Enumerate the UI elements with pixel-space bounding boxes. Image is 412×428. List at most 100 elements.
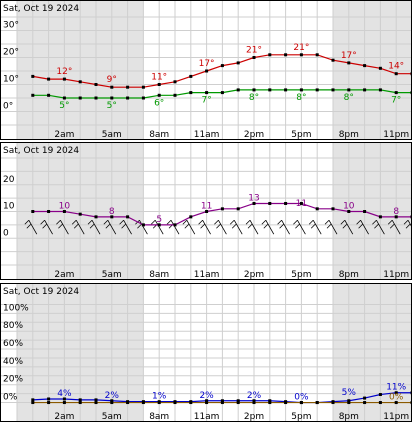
x-tick-label: 5am (102, 270, 122, 280)
data-point (158, 401, 161, 404)
data-point (95, 83, 98, 86)
y-tick-label: 20° (3, 48, 19, 58)
data-point (221, 64, 224, 67)
data-label: 8 (393, 207, 399, 217)
data-label: 2% (199, 391, 214, 401)
data-point (379, 215, 382, 218)
data-point (63, 78, 66, 81)
y-tick-label: 30° (3, 21, 19, 31)
data-point (268, 88, 271, 91)
data-point (237, 207, 240, 210)
data-point (363, 401, 366, 404)
data-label: 21° (246, 46, 262, 56)
data-point (316, 88, 319, 91)
data-point (31, 401, 34, 404)
y-tick-label: 10 (3, 202, 15, 212)
data-label: 4% (57, 389, 72, 399)
data-point (284, 88, 287, 91)
data-label: 11% (386, 383, 406, 393)
data-point (95, 401, 98, 404)
data-label: 21° (293, 43, 309, 53)
data-point (363, 397, 366, 400)
x-tick-label: 5pm (291, 130, 311, 140)
x-tick-label: 2pm (244, 270, 264, 280)
data-point (237, 61, 240, 64)
data-label: 0% (389, 393, 404, 403)
data-label: 7° (391, 96, 401, 106)
x-tick-label: 8pm (339, 130, 359, 140)
data-label: 6° (154, 98, 164, 108)
data-point (316, 53, 319, 56)
data-point (189, 91, 192, 94)
data-point (63, 401, 66, 404)
data-point (347, 401, 350, 404)
x-tick-label: 5am (102, 412, 122, 422)
data-point (95, 215, 98, 218)
data-point (253, 56, 256, 59)
data-point (95, 97, 98, 100)
data-point (63, 97, 66, 100)
x-tick-label: 2pm (244, 130, 264, 140)
data-point (332, 88, 335, 91)
data-point (47, 78, 50, 81)
data-point (79, 398, 82, 401)
data-point (205, 401, 208, 404)
x-tick-label: 8pm (339, 412, 359, 422)
data-point (395, 72, 398, 75)
data-point (158, 83, 161, 86)
data-point (379, 88, 382, 91)
data-point (347, 88, 350, 91)
data-point (126, 86, 129, 89)
data-point (221, 207, 224, 210)
y-tick-label: 60% (3, 339, 23, 349)
data-label: 1% (152, 392, 167, 402)
data-point (110, 86, 113, 89)
x-tick-label: 5am (102, 130, 122, 140)
data-label: 14° (388, 62, 404, 72)
x-tick-label: 2pm (244, 412, 264, 422)
data-point (316, 207, 319, 210)
x-tick-label: 2am (54, 130, 74, 140)
date-label: Sat, Oct 19 2024 (3, 146, 79, 156)
x-tick-label: 2am (54, 270, 74, 280)
data-point (379, 67, 382, 70)
data-point (363, 88, 366, 91)
x-tick-label: 8am (149, 412, 169, 422)
data-point (253, 401, 256, 404)
x-tick-label: 11pm (383, 270, 409, 280)
data-label: 17° (341, 51, 357, 61)
data-point (253, 88, 256, 91)
data-point (47, 210, 50, 213)
y-tick-label: 0 (3, 228, 9, 238)
x-tick-label: 11pm (383, 412, 409, 422)
data-label: 10 (59, 202, 71, 212)
y-tick-label: 0° (3, 102, 13, 112)
data-point (31, 398, 34, 401)
data-point (174, 80, 177, 83)
data-point (332, 59, 335, 62)
data-point (142, 86, 145, 89)
data-point (363, 64, 366, 67)
data-point (47, 397, 50, 400)
data-point (284, 53, 287, 56)
x-tick-label: 11pm (383, 130, 409, 140)
data-point (142, 401, 145, 404)
data-label: 5° (59, 101, 69, 111)
data-point (126, 401, 129, 404)
data-point (142, 223, 145, 226)
x-tick-label: 8am (149, 130, 169, 140)
data-point (379, 401, 382, 404)
data-point (79, 97, 82, 100)
data-point (174, 401, 177, 404)
data-point (31, 94, 34, 97)
data-label: 11 (296, 199, 307, 209)
data-point (126, 215, 129, 218)
data-point (174, 223, 177, 226)
data-point (126, 97, 129, 100)
data-point (316, 401, 319, 404)
data-point (300, 53, 303, 56)
data-point (268, 401, 271, 404)
data-point (189, 401, 192, 404)
y-tick-label: 0% (3, 393, 18, 403)
data-label: 8 (109, 207, 115, 217)
